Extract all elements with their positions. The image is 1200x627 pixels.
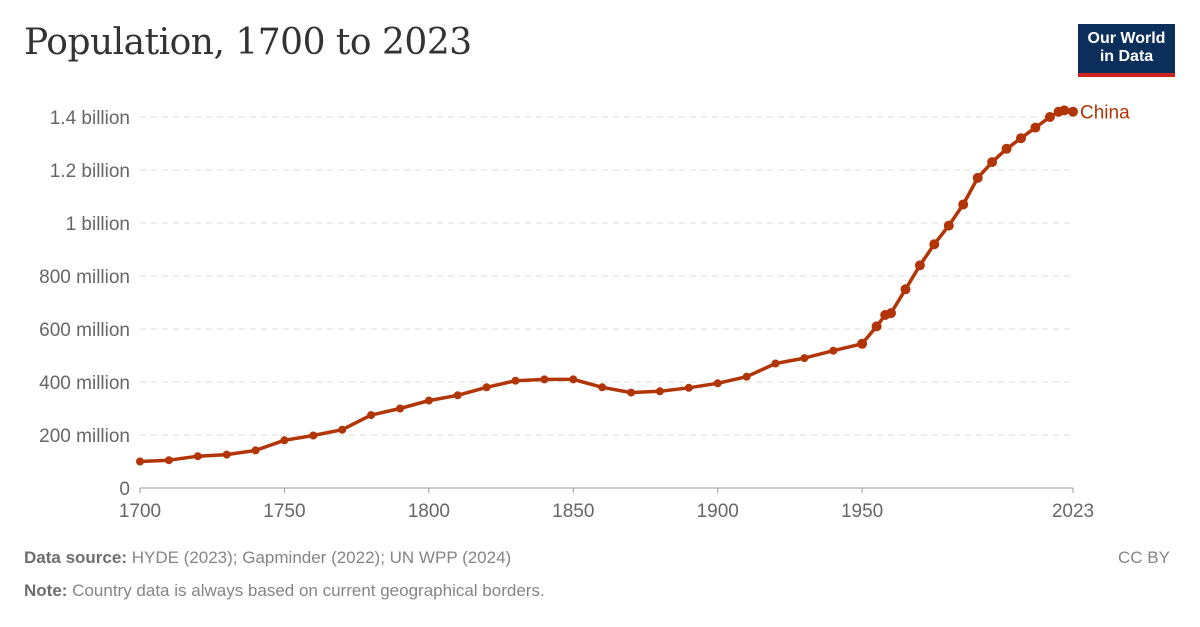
data-point[interactable]	[1030, 122, 1041, 133]
data-source-line: Data source: HYDE (2023); Gapminder (202…	[24, 548, 511, 568]
data-point[interactable]	[453, 391, 462, 400]
data-point[interactable]	[164, 456, 173, 465]
series-line-china[interactable]	[138, 108, 1075, 464]
y-tick-label: 1 billion	[66, 214, 130, 235]
x-axis: 1700 1750 1800 1850 1900 1950 2023	[119, 487, 1094, 522]
data-point[interactable]	[713, 379, 722, 388]
x-tick-label: 1750	[263, 501, 305, 522]
data-point[interactable]	[742, 372, 751, 381]
data-point[interactable]	[972, 172, 983, 183]
data-point[interactable]	[540, 375, 549, 384]
data-point[interactable]	[1059, 105, 1070, 116]
data-point[interactable]	[886, 308, 896, 319]
data-point[interactable]	[800, 354, 809, 363]
data-point[interactable]	[569, 375, 578, 384]
data-point[interactable]	[1044, 112, 1055, 122]
data-point[interactable]	[136, 457, 144, 466]
data-point[interactable]	[943, 220, 954, 231]
data-point[interactable]	[511, 376, 520, 385]
data-point[interactable]	[222, 450, 231, 459]
data-point[interactable]	[655, 387, 664, 396]
y-tick-label: 1.2 billion	[50, 161, 130, 182]
x-tick-label: 2023	[1052, 501, 1094, 522]
logo-line-1: Our World	[1087, 30, 1166, 47]
y-axis-ticks: 0 200 million 400 million 600 million 800 mi…	[39, 108, 130, 500]
grid-lines	[140, 116, 1073, 436]
data-point[interactable]	[771, 359, 780, 368]
logo-line-2: in Data	[1099, 48, 1154, 65]
our-world-in-data-logo[interactable]: Our World in Data	[1078, 24, 1175, 77]
y-tick-label: 200 million	[39, 426, 130, 447]
note-label: Note:	[24, 581, 68, 600]
x-tick-label: 1900	[697, 501, 739, 522]
y-tick-label: 1.4 billion	[50, 108, 130, 129]
data-point[interactable]	[367, 411, 376, 420]
data-point[interactable]	[193, 452, 202, 461]
data-point[interactable]	[251, 446, 260, 455]
x-tick-label: 1950	[841, 501, 883, 522]
data-point[interactable]	[857, 338, 868, 349]
data-point[interactable]	[482, 383, 491, 392]
data-point[interactable]	[929, 239, 940, 250]
data-point[interactable]	[871, 321, 882, 332]
y-tick-label: 800 million	[39, 267, 130, 288]
data-point[interactable]	[424, 396, 433, 405]
data-point[interactable]	[900, 284, 911, 295]
data-point[interactable]	[1016, 133, 1026, 144]
data-point[interactable]	[684, 383, 693, 392]
data-point[interactable]	[627, 388, 636, 397]
y-tick-label: 600 million	[39, 320, 130, 341]
note-text: Country data is always based on current …	[67, 581, 545, 600]
data-point[interactable]	[309, 431, 318, 440]
series-layer: China	[136, 103, 1130, 466]
line-chart: 0 200 million 400 million 600 million 800 mi…	[39, 103, 1130, 522]
y-tick-label: 0	[119, 479, 130, 500]
data-point[interactable]	[829, 346, 838, 355]
data-point[interactable]	[1068, 106, 1078, 117]
data-point[interactable]	[987, 157, 998, 168]
data-point[interactable]	[958, 199, 969, 210]
chart-title: Population, 1700 to 2023	[24, 22, 472, 63]
y-tick-label: 400 million	[39, 373, 130, 394]
license-label[interactable]: CC BY	[1118, 548, 1170, 567]
data-point[interactable]	[598, 383, 607, 392]
data-point[interactable]	[338, 425, 347, 434]
note-line: Note: Country data is always based on cu…	[24, 581, 545, 601]
series-label: China	[1080, 103, 1130, 124]
data-source-text: HYDE (2023); Gapminder (2022); UN WPP (2…	[126, 548, 512, 567]
x-tick-label: 1700	[119, 501, 161, 522]
data-point[interactable]	[914, 260, 925, 271]
data-source-label: Data source:	[24, 548, 127, 567]
x-tick-label: 1800	[408, 501, 450, 522]
data-point[interactable]	[396, 404, 404, 413]
data-point[interactable]	[1001, 143, 1012, 154]
x-tick-label: 1850	[552, 501, 594, 522]
data-point[interactable]	[280, 436, 289, 445]
